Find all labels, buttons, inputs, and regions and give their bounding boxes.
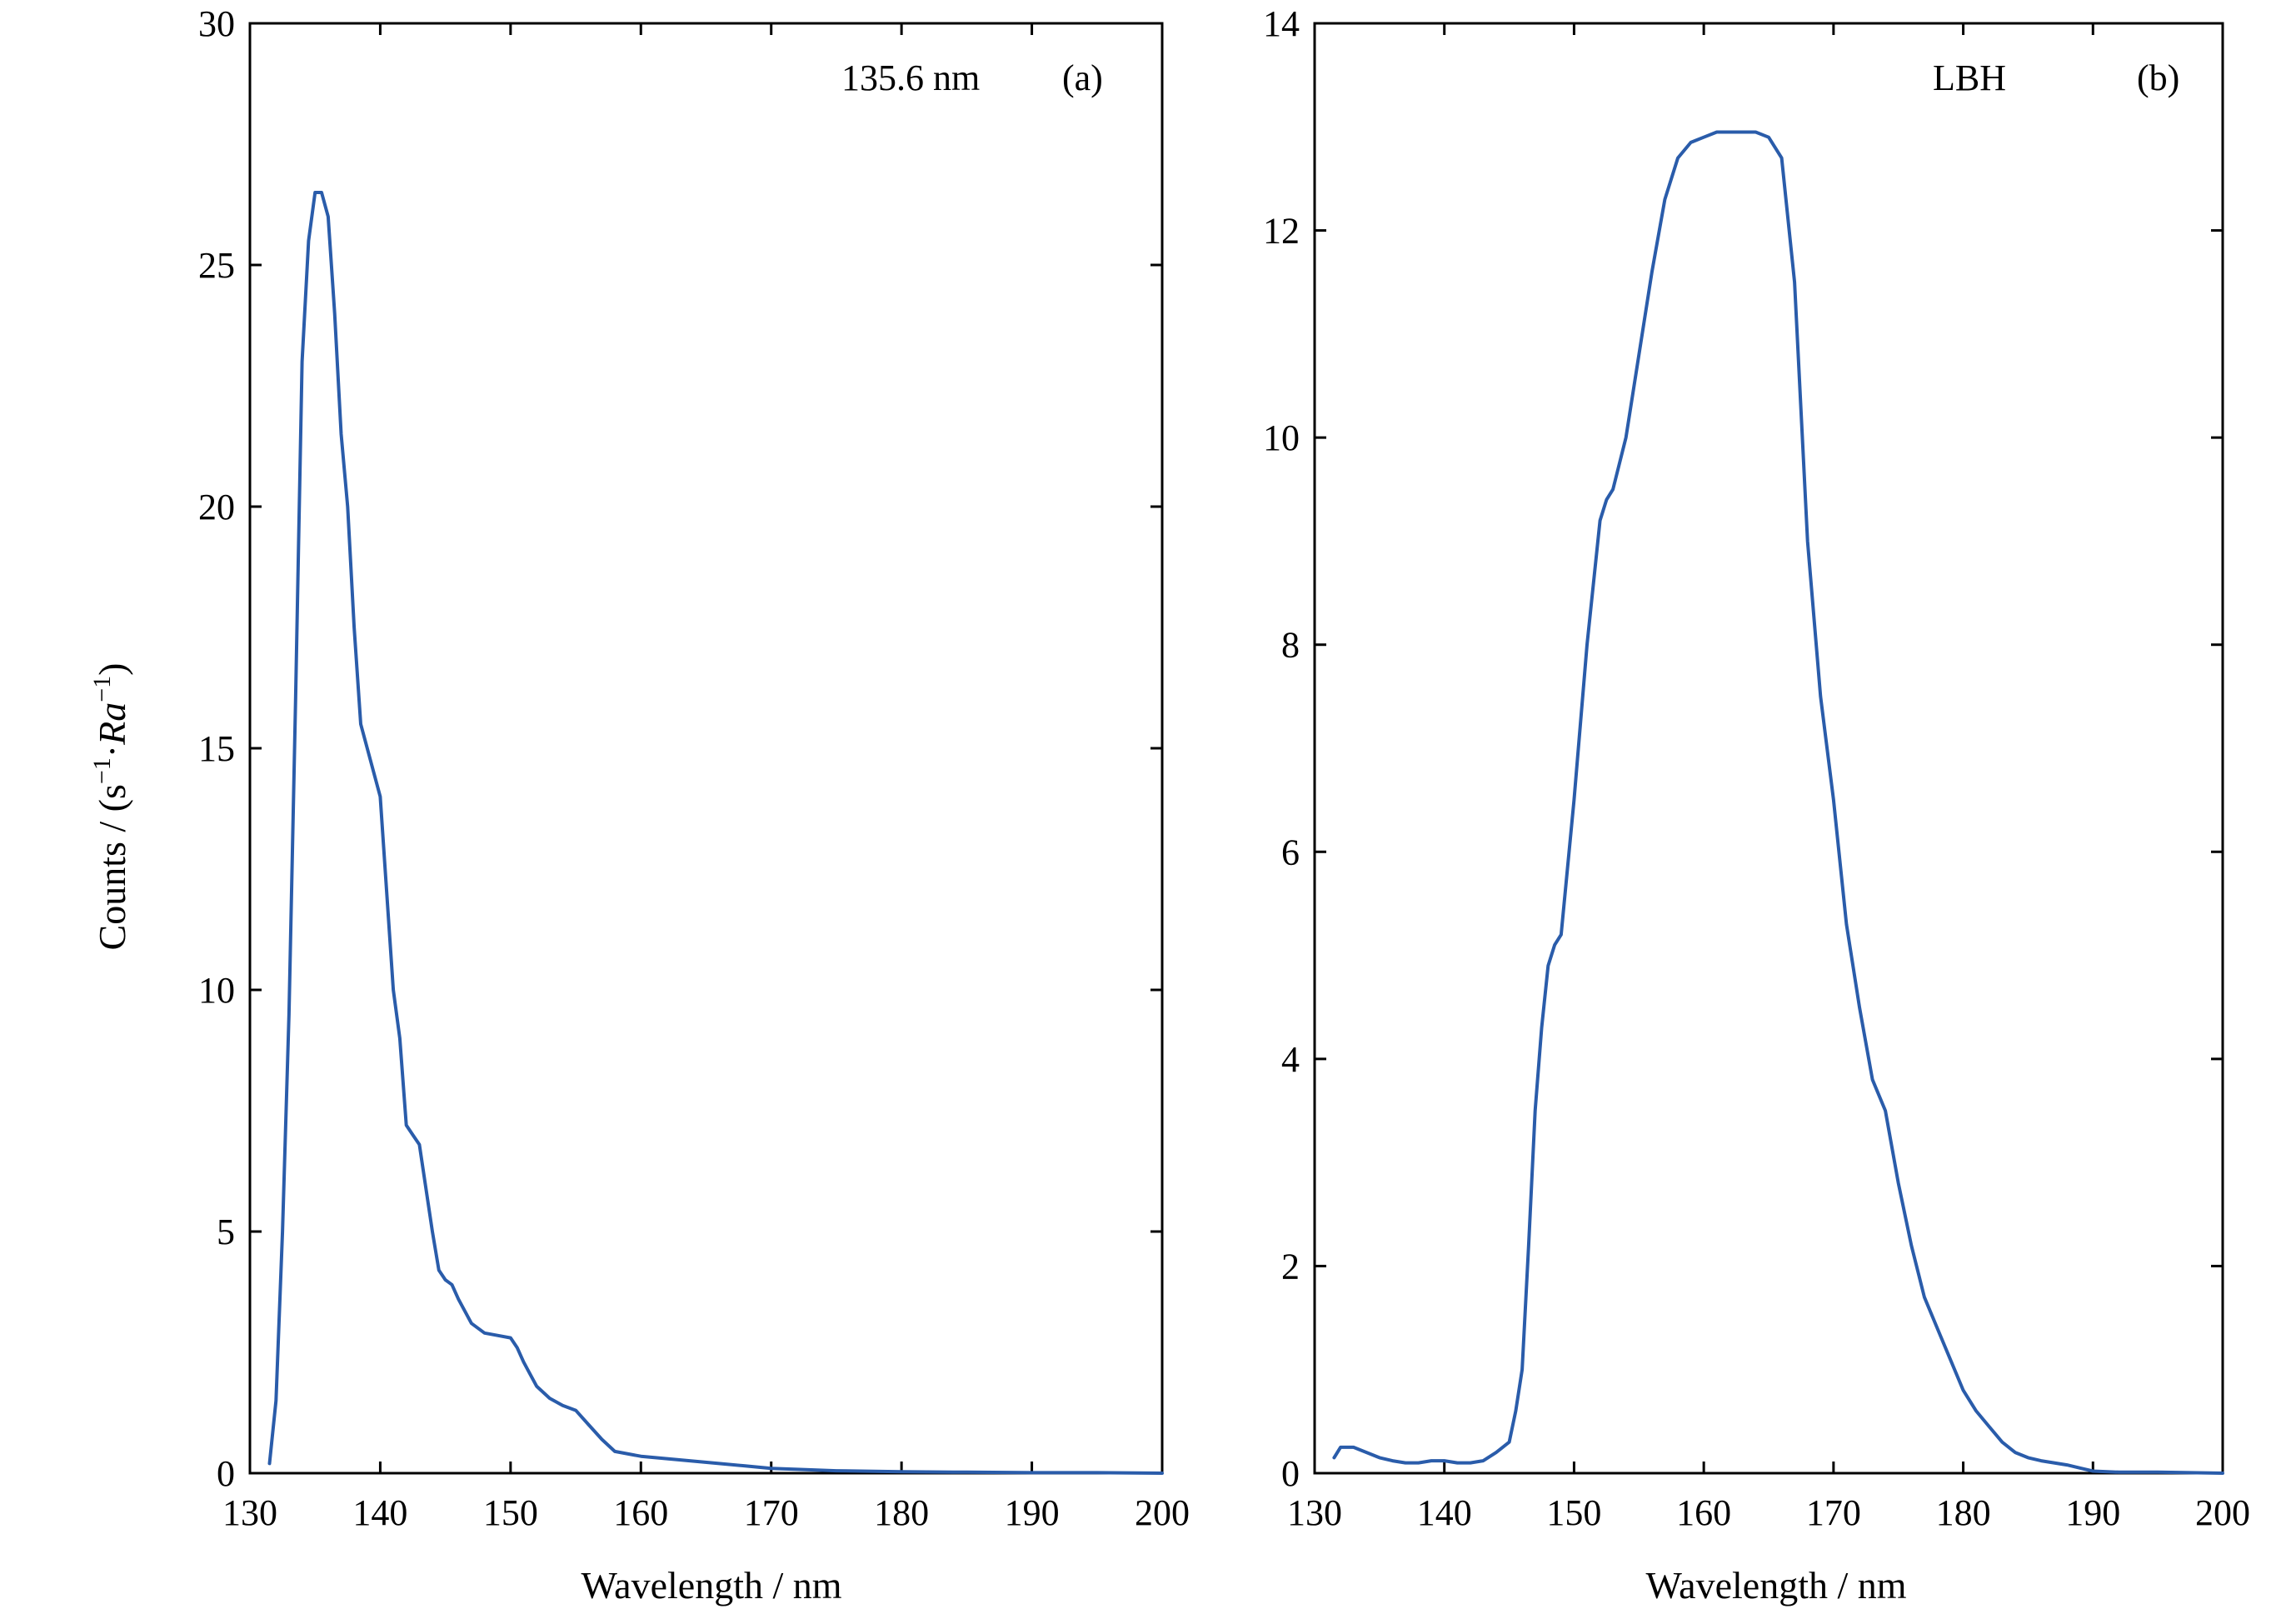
- panel-b-ytick-label: 8: [1281, 625, 1300, 666]
- panel-a-xtick-label: 140: [352, 1492, 407, 1533]
- panel-b-label: (b): [2137, 57, 2179, 98]
- panel-b-series-line: [1332, 130, 2224, 1475]
- panel-b-ytick-label: 2: [1281, 1246, 1300, 1287]
- panel-b-ytick-label: 10: [1263, 417, 1300, 458]
- panel-a-xtick-label: 200: [1135, 1492, 1190, 1533]
- panel-a-ytick-label: 15: [198, 728, 235, 769]
- panel-b-xtick-label: 200: [2195, 1492, 2250, 1533]
- panel-a-xtick-label: 180: [874, 1492, 929, 1533]
- panel-b-ytick-label: 4: [1281, 1039, 1300, 1080]
- panel-b-xtick-label: 180: [1936, 1492, 1991, 1533]
- panel-b-xtick-label: 140: [1417, 1492, 1472, 1533]
- panel-b-ytick-label: 0: [1281, 1453, 1300, 1494]
- panel-b-xtick-label: 170: [1806, 1492, 1861, 1533]
- panel-a-xtick-label: 150: [483, 1492, 538, 1533]
- panel-a-xlabel: Wavelength / nm: [581, 1564, 841, 1607]
- ylabel-prefix: Counts / (s: [91, 784, 133, 950]
- panel-a-xtick-label: 160: [613, 1492, 668, 1533]
- panel-b-ytick-label: 14: [1263, 3, 1300, 44]
- panel-b-annotation: LBH: [1933, 57, 2006, 98]
- panel-a-series-line: [267, 191, 1164, 1475]
- panel-b-xtick-label: 160: [1676, 1492, 1731, 1533]
- ylabel-sup1: −1: [88, 757, 116, 784]
- panel-b-xlabel: Wavelength / nm: [1645, 1564, 1906, 1607]
- panel-b-xtick-label: 130: [1287, 1492, 1342, 1533]
- panel-b-axes-frame: [1313, 22, 2224, 1475]
- ylabel-suffix: ): [91, 663, 133, 676]
- panel-a-ytick-label: 30: [198, 3, 235, 44]
- ylabel-italic: Ra: [91, 702, 133, 746]
- panel-a-ytick-label: 0: [217, 1453, 235, 1494]
- panel-a-ytick-label: 10: [198, 970, 235, 1011]
- panel-a-ylabel: Counts / (s−1·Ra−1): [88, 663, 133, 951]
- panel-b: LBH (b) Wavelength / nm 130 140 150 160 170 1…: [1263, 3, 2250, 1607]
- panel-a-xtick-label: 190: [1005, 1492, 1060, 1533]
- panel-b-xtick-label: 150: [1546, 1492, 1601, 1533]
- ylabel-sup2: −1: [88, 676, 116, 702]
- panel-a-ytick-label: 5: [217, 1212, 235, 1252]
- panel-a-xtick-label: 130: [222, 1492, 277, 1533]
- panel-a-label: (a): [1062, 57, 1103, 98]
- panel-a: 135.6 nm (a) Wavelength / nm Counts / (s…: [88, 3, 1190, 1607]
- panel-b-xtick-label: 190: [2065, 1492, 2120, 1533]
- panel-b-ytick-label: 6: [1281, 832, 1300, 872]
- panel-a-xtick-label: 170: [744, 1492, 799, 1533]
- panel-a-ytick-label: 25: [198, 245, 235, 286]
- ylabel-mid: ·: [91, 745, 133, 757]
- panel-b-ytick-label: 12: [1263, 211, 1300, 252]
- panel-a-annotation: 135.6 nm: [841, 57, 980, 98]
- panel-a-ytick-label: 20: [198, 487, 235, 527]
